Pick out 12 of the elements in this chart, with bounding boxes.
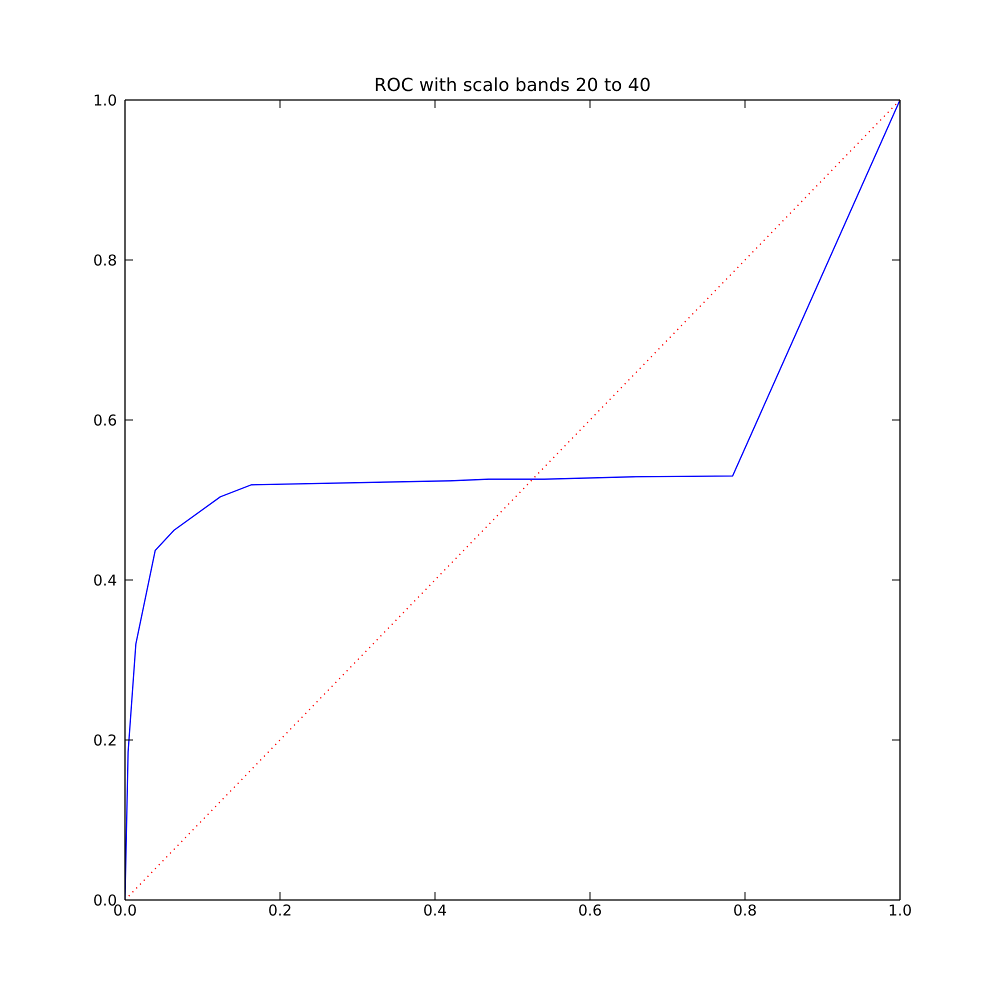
y-tick-label: 1.0 — [93, 91, 117, 110]
x-tick-label: 0.2 — [268, 902, 292, 920]
chart-title: ROC with scalo bands 20 to 40 — [373, 75, 652, 96]
y-tick-label: 0.2 — [93, 731, 117, 750]
x-tick-label: 0.4 — [423, 902, 447, 920]
y-tick-label: 0.8 — [93, 251, 117, 270]
line-series — [125, 100, 900, 900]
y-tick-label: 0.4 — [93, 571, 117, 590]
x-tick-label: 0.8 — [733, 902, 757, 920]
x-tick-label: 0.6 — [578, 902, 602, 920]
y-tick-label: 0.6 — [93, 411, 117, 430]
x-tick-label: 1.0 — [888, 902, 912, 920]
